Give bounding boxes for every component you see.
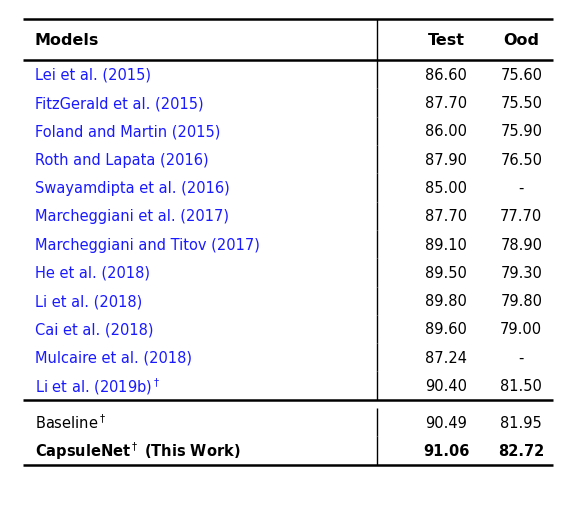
Text: -: - [518,181,524,195]
Text: Models: Models [35,33,99,48]
Text: CapsuleNet$^\dagger$ (This Work): CapsuleNet$^\dagger$ (This Work) [35,440,240,461]
Text: 79.30: 79.30 [501,265,542,280]
Text: 75.50: 75.50 [501,96,542,111]
Text: Foland and Martin (2015): Foland and Martin (2015) [35,124,220,139]
Text: 89.60: 89.60 [426,322,467,337]
Text: 82.72: 82.72 [498,443,544,458]
Text: Roth and Lapata (2016): Roth and Lapata (2016) [35,153,208,167]
Text: 90.40: 90.40 [426,378,467,393]
Text: Lei et al. (2015): Lei et al. (2015) [35,68,150,82]
Text: 87.70: 87.70 [425,96,468,111]
Text: 87.24: 87.24 [426,350,467,365]
Text: Swayamdipta et al. (2016): Swayamdipta et al. (2016) [35,181,229,195]
Text: 86.60: 86.60 [426,68,467,82]
Text: 91.06: 91.06 [423,443,469,458]
Text: 79.80: 79.80 [501,293,542,309]
Text: 75.90: 75.90 [501,124,542,139]
Text: Mulcaire et al. (2018): Mulcaire et al. (2018) [35,350,192,365]
Text: 87.70: 87.70 [425,209,468,224]
Text: 89.10: 89.10 [426,237,467,252]
Text: Marcheggiani et al. (2017): Marcheggiani et al. (2017) [35,209,229,224]
Text: Ood: Ood [503,33,539,48]
Text: Marcheggiani and Titov (2017): Marcheggiani and Titov (2017) [35,237,259,252]
Text: 90.49: 90.49 [426,415,467,430]
Text: 81.95: 81.95 [501,415,542,430]
Text: 75.60: 75.60 [501,68,542,82]
Text: -: - [518,350,524,365]
Text: Li et al. (2019b)$^\dagger$: Li et al. (2019b)$^\dagger$ [35,376,160,396]
Text: 76.50: 76.50 [501,153,542,167]
Text: Li et al. (2018): Li et al. (2018) [35,293,142,309]
Text: 89.80: 89.80 [426,293,467,309]
Text: 78.90: 78.90 [501,237,542,252]
Text: 89.50: 89.50 [426,265,467,280]
Text: Test: Test [428,33,465,48]
Text: Baseline$^\dagger$: Baseline$^\dagger$ [35,413,105,432]
Text: 85.00: 85.00 [426,181,467,195]
Text: 77.70: 77.70 [500,209,543,224]
Text: Cai et al. (2018): Cai et al. (2018) [35,322,153,337]
Text: 81.50: 81.50 [501,378,542,393]
Text: 86.00: 86.00 [426,124,467,139]
Text: He et al. (2018): He et al. (2018) [35,265,150,280]
Text: 87.90: 87.90 [426,153,467,167]
Text: 79.00: 79.00 [500,322,543,337]
Text: FitzGerald et al. (2015): FitzGerald et al. (2015) [35,96,203,111]
